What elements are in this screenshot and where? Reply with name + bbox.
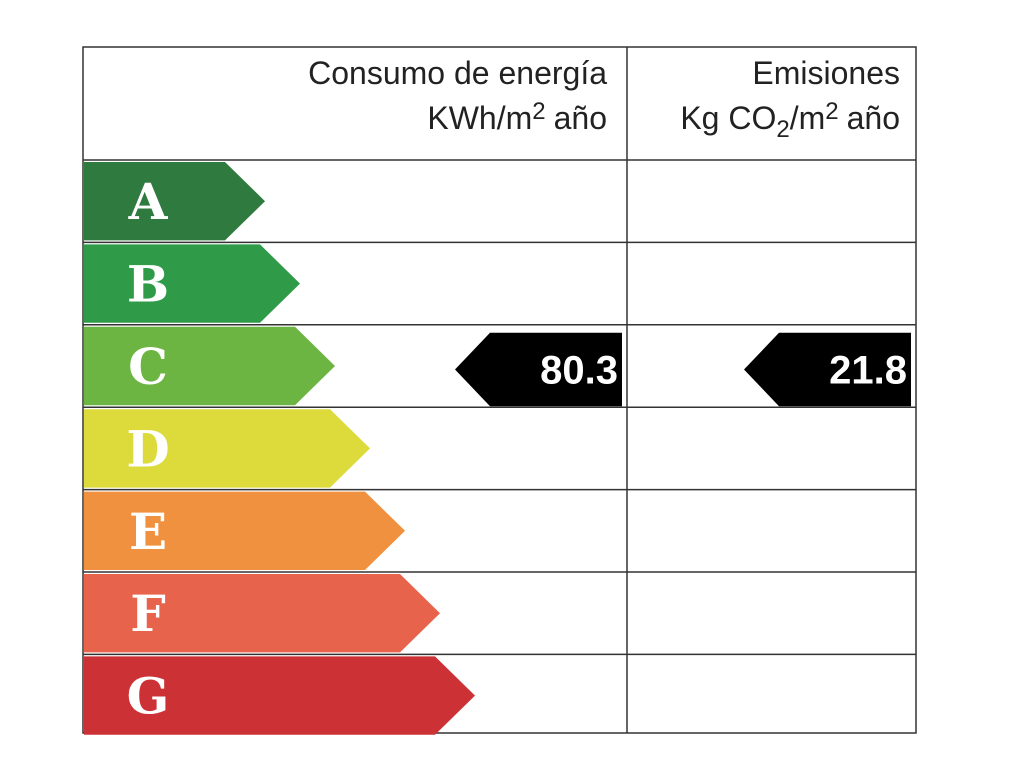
rating-value: 80.3 <box>540 349 618 393</box>
rating-letter: B <box>127 255 169 314</box>
rating-marker <box>455 332 622 407</box>
rating-arrow <box>84 656 475 735</box>
rating-letter: A <box>128 172 169 231</box>
rating-letter: F <box>130 584 166 643</box>
rating-arrow <box>84 244 300 323</box>
rating-value: 21.8 <box>829 349 907 393</box>
unit: KWh/m <box>427 100 532 136</box>
emissions-unit: Kg CO2/m2 año <box>680 98 900 143</box>
rating-marker <box>744 332 911 407</box>
rating-letter: C <box>128 337 168 396</box>
unit: Kg CO <box>680 100 776 136</box>
rating-letter: G <box>127 667 170 726</box>
unit-end: año <box>847 100 900 136</box>
rating-arrow <box>84 162 265 241</box>
unit-sup: 2 <box>825 98 838 125</box>
unit-mid: /m <box>790 100 826 136</box>
rating-arrow <box>84 409 370 488</box>
table-border <box>82 46 917 734</box>
rating-letter: E <box>129 502 167 561</box>
emissions-title: Emisiones <box>752 55 900 91</box>
rating-arrow <box>84 491 405 570</box>
unit-sup: 2 <box>532 98 545 125</box>
rating-letter: D <box>126 419 169 478</box>
unit-end: año <box>554 100 607 136</box>
consumption-unit: KWh/m2 año <box>427 98 607 136</box>
rating-arrow <box>84 326 335 406</box>
unit-sub: 2 <box>776 116 789 143</box>
consumption-title: Consumo de energía <box>308 55 607 91</box>
rating-arrow <box>84 574 440 653</box>
